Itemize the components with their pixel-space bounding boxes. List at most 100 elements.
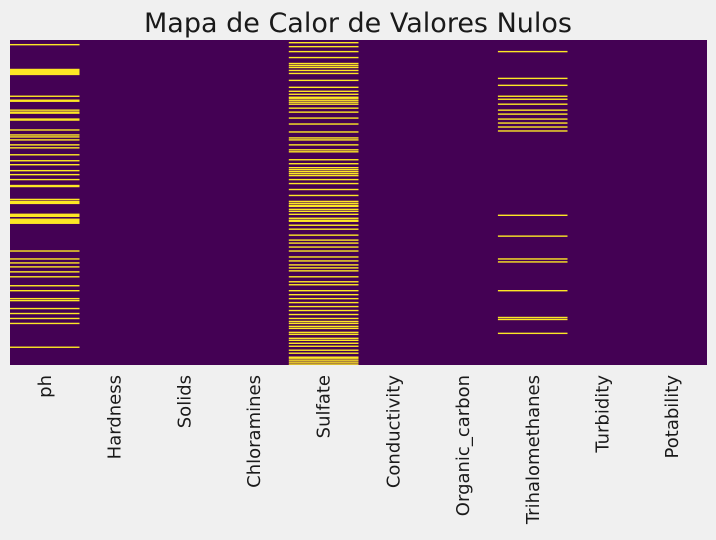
null-mark-sulfate [288,322,359,325]
null-mark-sulfate [288,284,359,286]
null-mark-trihalomethanes [497,77,568,80]
column-cell-potability [637,40,707,365]
null-mark-sulfate [288,327,359,330]
null-mark-sulfate [288,182,359,185]
null-mark-ph [10,290,80,292]
null-mark-ph [10,220,80,222]
x-tick-label-organic-carbon: Organic_carbon [453,375,474,516]
null-mark-sulfate [288,270,359,272]
null-mark-ph [10,100,80,102]
null-mark-ph [10,139,80,141]
null-mark-trihalomethanes [497,214,568,217]
null-mark-trihalomethanes [497,103,568,105]
null-mark-sulfate [288,301,359,304]
column-cell-hardness [79,40,150,365]
null-mark-sulfate [288,204,359,207]
x-tick-label-hardness: Hardness [105,375,126,459]
null-mark-ph [10,71,80,74]
null-mark-sulfate [288,117,359,119]
null-mark-trihalomethanes [497,50,568,53]
null-mark-sulfate [288,137,359,139]
null-mark-trihalomethanes [497,290,568,292]
null-mark-sulfate [288,313,359,316]
null-mark-ph [10,160,80,162]
null-mark-trihalomethanes [497,316,568,319]
null-mark-sulfate [288,69,359,72]
null-mark-ph [10,258,80,260]
null-mark-trihalomethanes [497,84,568,87]
null-mark-sulfate [288,264,359,266]
column-cell-sulfate [288,40,359,365]
null-mark-sulfate [288,337,359,340]
x-tick-label-chloramines: Chloramines [244,375,265,488]
null-mark-sulfate [288,131,359,133]
null-mark-sulfate [288,305,359,308]
null-mark-sulfate [288,163,359,165]
null-mark-sulfate [288,139,359,141]
null-mark-sulfate [288,246,359,248]
null-mark-sulfate [288,210,359,213]
null-mark-ph [10,215,80,217]
null-mark-sulfate [288,62,359,65]
x-tick-label-solids: Solids [174,375,195,428]
null-mark-ph [10,147,80,149]
null-mark-sulfate [288,234,359,236]
null-mark-sulfate [288,357,359,359]
null-mark-sulfate [288,205,359,208]
column-cell-turbidity [567,40,638,365]
null-mark-ph [10,129,80,131]
null-mark-ph [10,119,80,121]
null-mark-ph [10,43,80,46]
null-mark-ph [10,169,80,172]
null-mark-ph [10,213,80,216]
null-mark-trihalomethanes [497,122,568,124]
column-cell-chloramines [219,40,289,365]
null-mark-ph [10,276,80,278]
x-tick-label-conductivity: Conductivity [383,375,404,488]
null-mark-ph [10,144,80,146]
null-mark-sulfate [288,220,359,222]
null-mark-sulfate [288,97,359,99]
x-tick-label-trihalomethanes: Trihalomethanes [523,375,544,525]
null-mark-ph [10,271,80,273]
null-mark-trihalomethanes [497,113,568,115]
null-mark-ph [10,200,80,203]
null-mark-sulfate [288,352,359,354]
null-mark-sulfate [288,208,359,211]
null-mark-sulfate [288,309,359,312]
null-mark-ph [10,164,80,166]
null-mark-ph [10,134,80,136]
null-mark-sulfate [288,250,359,252]
x-tick-label-turbidity: Turbidity [592,375,613,454]
null-mark-sulfate [288,333,359,336]
null-mark-ph [10,198,80,201]
null-mark-ph [10,70,80,73]
null-mark-sulfate [288,41,359,44]
null-mark-sulfate [288,213,359,216]
null-mark-sulfate [288,260,359,262]
null-mark-trihalomethanes [497,98,568,100]
null-mark-sulfate [288,188,359,191]
null-mark-sulfate [288,93,359,95]
null-mark-ph [10,221,80,223]
null-mark-sulfate [288,149,359,151]
null-mark-sulfate [288,50,359,53]
null-mark-ph [10,222,80,224]
null-mark-trihalomethanes [497,332,568,335]
null-mark-ph [10,69,80,72]
x-tick-label-ph: ph [35,375,56,398]
null-mark-sulfate [288,96,359,98]
null-mark-sulfate [288,242,359,244]
null-mark-ph [10,68,80,71]
null-mark-ph [10,73,80,76]
null-mark-trihalomethanes [497,95,568,97]
null-mark-sulfate [288,101,359,103]
null-mark-sulfate [288,267,359,269]
null-mark-trihalomethanes [497,318,568,321]
null-mark-sulfate [288,194,359,197]
heatmap-cells [10,40,707,365]
null-mark-sulfate [288,363,359,365]
null-mark-sulfate [288,151,359,153]
null-mark-sulfate [288,228,359,230]
